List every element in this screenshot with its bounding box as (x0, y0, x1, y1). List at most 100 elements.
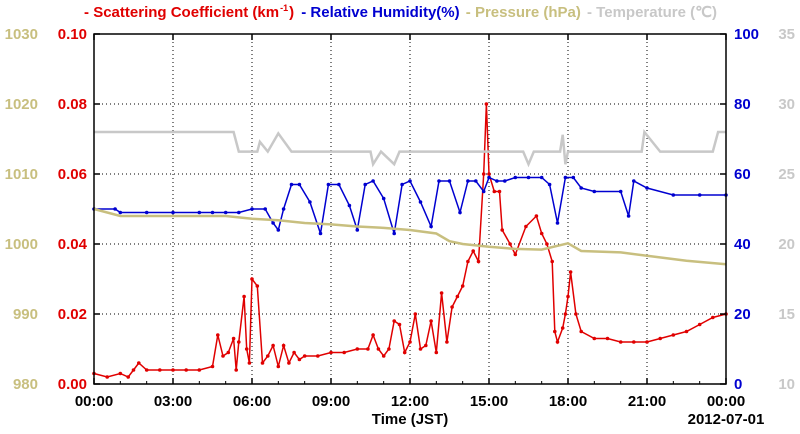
data-point-scattering (234, 368, 238, 372)
humidity-axis-tick-label: 80 (734, 96, 751, 113)
data-point-scattering (445, 340, 449, 344)
x-tick-label: 00:00 (707, 393, 745, 410)
data-point-humidity (263, 207, 268, 211)
data-point-humidity (418, 200, 423, 204)
scattering-axis-tick-label: 0.08 (58, 96, 87, 113)
humidity-axis-tick-label: 20 (734, 306, 751, 323)
x-tick-label: 15:00 (470, 393, 508, 410)
data-point-scattering (492, 189, 497, 194)
data-point-scattering (271, 343, 275, 348)
data-point-scattering (450, 305, 454, 309)
data-point-scattering (424, 343, 428, 348)
data-point-scattering (371, 333, 375, 337)
data-point-scattering (471, 249, 476, 253)
data-point-scattering (481, 172, 486, 176)
data-point-humidity (223, 210, 228, 215)
data-point-scattering (684, 329, 689, 334)
data-point-scattering (645, 340, 649, 344)
humidity-axis-tick-label: 60 (734, 166, 751, 183)
data-point-scattering (592, 336, 597, 341)
data-point-scattering (281, 343, 286, 348)
data-point-scattering (242, 294, 246, 299)
data-point-humidity (618, 189, 623, 194)
data-point-humidity (276, 228, 281, 232)
data-point-scattering (297, 357, 302, 362)
data-point-humidity (632, 179, 636, 183)
data-point-humidity (289, 182, 294, 187)
data-point-humidity (355, 228, 360, 232)
temperature-axis-tick-label: 35 (778, 26, 795, 43)
x-tick-label: 00:00 (75, 393, 113, 410)
series-line-temperature (94, 128, 726, 168)
data-point-humidity (381, 196, 386, 201)
x-tick-label: 18:00 (549, 393, 587, 410)
data-point-humidity (210, 210, 215, 215)
data-point-scattering (158, 368, 162, 372)
x-tick-label: 12:00 (391, 393, 429, 410)
data-point-humidity (487, 175, 491, 180)
data-point-scattering (579, 329, 583, 334)
data-point-scattering (247, 361, 252, 365)
data-point-humidity (626, 214, 631, 218)
data-point-scattering (632, 340, 636, 344)
data-point-scattering (276, 364, 281, 369)
data-point-humidity (645, 186, 649, 190)
data-point-humidity (337, 182, 341, 187)
data-point-humidity (579, 186, 583, 190)
data-point-scattering (392, 319, 397, 323)
data-point-humidity (408, 179, 412, 183)
data-point-humidity (503, 179, 507, 183)
legend-scattering: - Scattering Coefficient (km-1) (84, 3, 295, 21)
data-point-scattering (126, 375, 130, 379)
data-point-scattering (455, 294, 460, 299)
series-line-humidity (94, 176, 726, 234)
data-point-scattering (545, 242, 549, 246)
data-point-scattering (118, 371, 123, 376)
humidity-axis-tick-label: 0 (734, 376, 742, 393)
data-point-humidity (171, 210, 175, 215)
data-point-humidity (308, 200, 312, 204)
data-point-humidity (250, 207, 254, 211)
data-point-humidity (555, 221, 560, 225)
temperature-axis-tick-label: 30 (778, 96, 795, 113)
data-point-scattering (508, 242, 512, 246)
data-point-humidity (539, 175, 544, 180)
data-point-scattering (184, 368, 188, 372)
data-point-humidity (526, 175, 531, 180)
data-point-humidity (318, 231, 323, 236)
data-point-scattering (429, 319, 433, 323)
data-point-scattering (237, 340, 241, 344)
data-point-scattering (171, 368, 175, 372)
data-point-scattering (539, 231, 544, 236)
pressure-axis-tick-label: 980 (13, 376, 38, 393)
series-line-scattering (93, 103, 727, 378)
scattering-axis-tick-label: 0.02 (58, 306, 87, 323)
data-point-humidity (447, 179, 452, 183)
data-point-scattering (413, 312, 418, 316)
data-point-scattering (671, 333, 676, 337)
scattering-axis-tick-label: 0.10 (58, 26, 87, 43)
pressure-axis-tick-label: 1000 (5, 236, 38, 253)
data-point-scattering (342, 350, 347, 355)
data-point-humidity (563, 175, 568, 180)
data-point-humidity (671, 193, 676, 197)
data-point-scattering (460, 284, 465, 288)
data-point-scattering (397, 322, 402, 327)
data-point-humidity (697, 193, 702, 197)
temperature-axis-tick-label: 10 (778, 376, 795, 393)
data-point-scattering (137, 361, 141, 365)
date-label: 2012-07-01 (688, 411, 765, 428)
data-point-scattering (563, 312, 568, 316)
data-point-humidity (495, 179, 499, 183)
data-point-scattering (476, 259, 481, 264)
data-point-scattering (231, 336, 236, 341)
data-point-humidity (458, 210, 462, 215)
data-point-scattering (553, 329, 557, 334)
humidity-axis-tick-label: 100 (734, 26, 759, 43)
data-point-scattering (105, 375, 109, 379)
data-point-scattering (302, 354, 307, 358)
scattering-axis-tick-label: 0.04 (58, 236, 88, 253)
data-point-humidity (547, 182, 552, 187)
data-point-humidity (571, 175, 576, 180)
data-point-scattering (418, 347, 423, 351)
